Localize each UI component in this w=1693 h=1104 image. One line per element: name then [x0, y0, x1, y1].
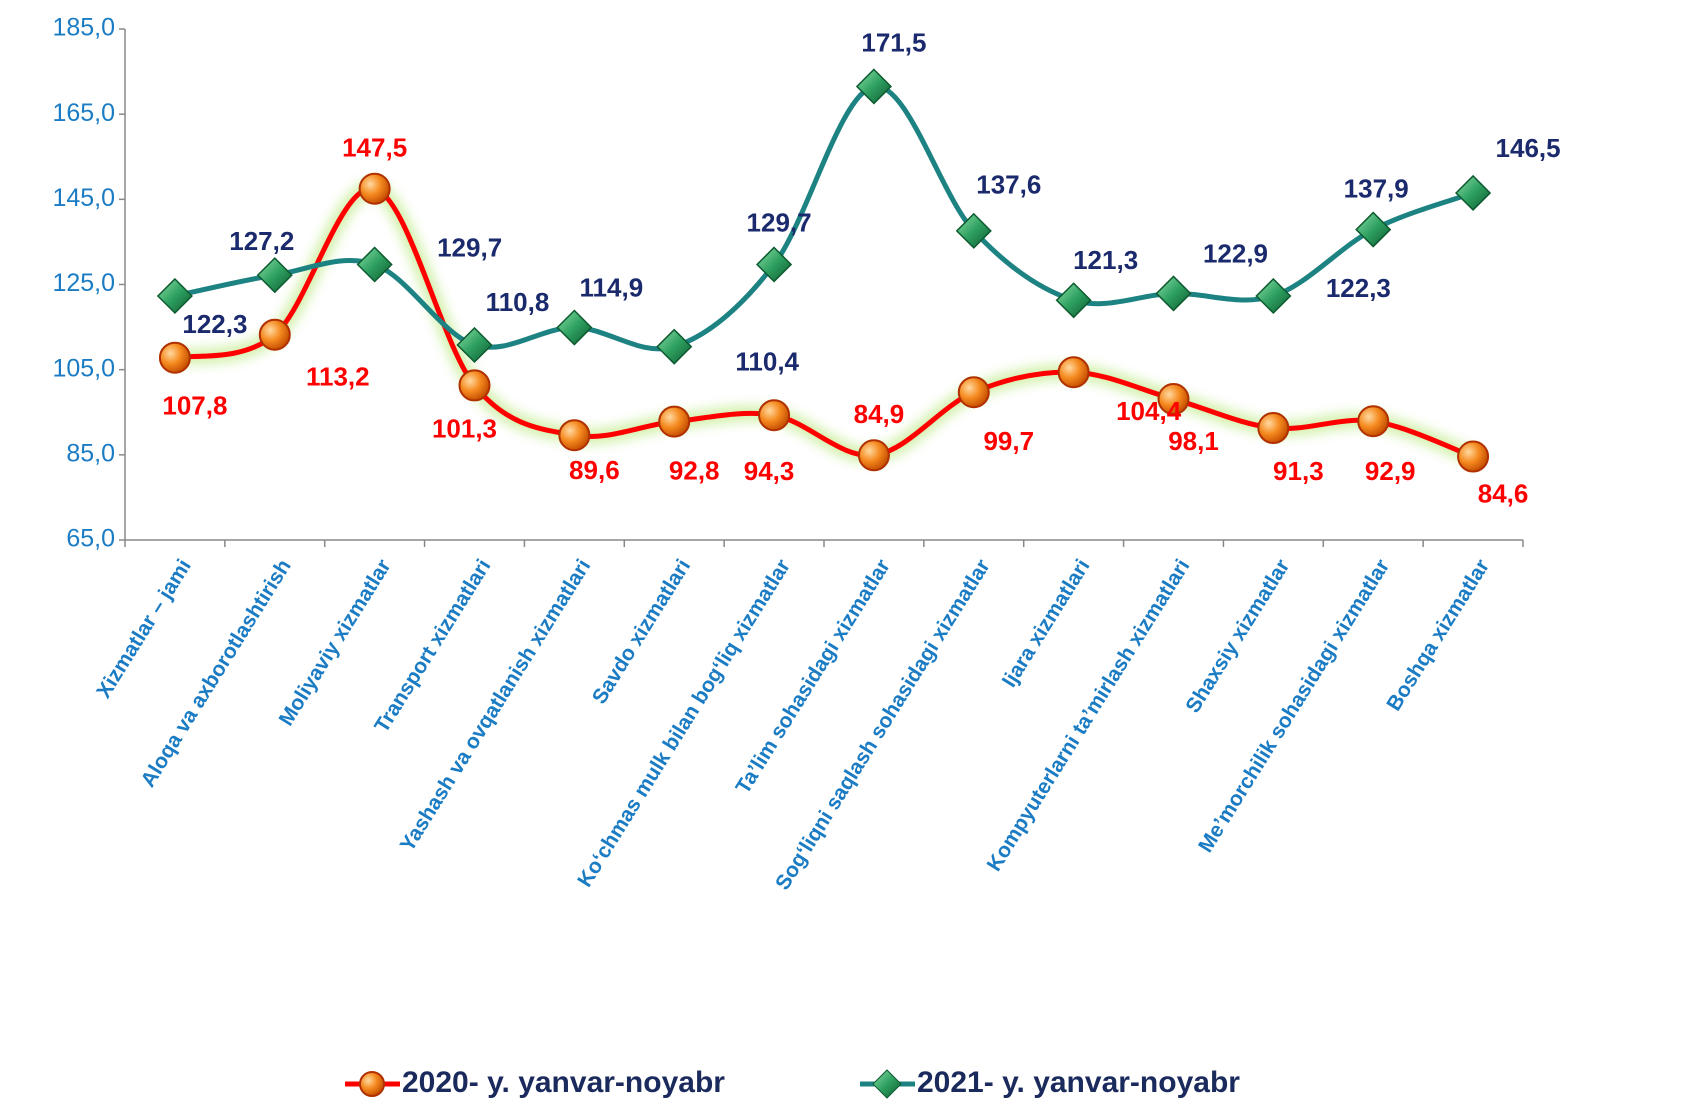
data-label: 146,5 — [1496, 133, 1561, 163]
x-tick-label: Transport xizmatlari — [370, 555, 495, 736]
y-tick-label: 125,0 — [52, 269, 115, 297]
x-tick-label: Moliyaviy xizmatlar — [275, 555, 396, 730]
data-label: 122,3 — [182, 309, 247, 339]
data-label: 147,5 — [342, 133, 407, 163]
marker — [356, 246, 393, 283]
data-label: 121,3 — [1073, 245, 1138, 275]
data-label: 127,2 — [229, 226, 294, 256]
data-label: 94,3 — [744, 456, 795, 486]
marker — [1155, 275, 1192, 312]
x-tick-label: Me’morchilik sohasidagi xizmatlar — [1194, 555, 1394, 856]
marker — [857, 439, 890, 472]
data-label: 91,3 — [1273, 456, 1324, 486]
y-tick-label: 105,0 — [52, 354, 115, 382]
x-tick-label: Shaxsiy xizmatlar — [1181, 555, 1294, 717]
data-label: 92,8 — [669, 455, 720, 485]
data-label: 113,2 — [306, 362, 370, 392]
y-tick-label: 165,0 — [52, 99, 115, 127]
marker — [1157, 383, 1190, 416]
data-label: 99,7 — [983, 426, 1034, 456]
y-tick-label: 65,0 — [66, 525, 115, 553]
marker — [756, 246, 793, 283]
series-line — [174, 83, 1474, 352]
y-tick-label: 145,0 — [52, 184, 115, 212]
legend-label: 2021- y. yanvar-noyabr — [917, 1066, 1240, 1099]
marker — [358, 172, 391, 205]
marker — [158, 341, 191, 374]
marker — [957, 376, 990, 409]
marker — [458, 369, 491, 402]
y-tick-label: 85,0 — [66, 439, 115, 467]
marker — [558, 419, 591, 452]
marker — [156, 277, 193, 315]
data-label: 92,9 — [1365, 456, 1416, 486]
legend-label: 2020- y. yanvar-noyabr — [402, 1066, 725, 1099]
data-label: 84,6 — [1478, 478, 1529, 508]
legend-marker — [359, 1071, 385, 1097]
x-tick-label: Savdo xizmatlari — [588, 555, 695, 708]
marker — [456, 326, 493, 364]
data-label: 110,8 — [486, 287, 550, 317]
data-label: 110,4 — [735, 347, 799, 377]
x-tick-label: Ijara xizmatlari — [998, 555, 1095, 691]
data-label: 129,7 — [747, 207, 812, 237]
marker — [1457, 440, 1490, 473]
marker — [955, 212, 992, 249]
marker — [1357, 405, 1390, 438]
data-label: 104,4 — [1116, 396, 1182, 426]
marker — [258, 318, 291, 351]
marker — [1255, 277, 1292, 315]
x-tick-label: Boshqa xizmatlar — [1382, 555, 1494, 715]
marker — [1257, 412, 1290, 445]
x-tick-label: Yashash va ovqatlanish xizmatlari — [396, 555, 595, 855]
marker — [256, 257, 293, 294]
x-tick-label: Kompyuterlarni ta’mirlash xizmatlari — [983, 555, 1195, 875]
x-tick-label: Ko‘chmas mulk bilan bog‘liq xizmatlar — [573, 555, 795, 891]
legend-marker — [872, 1069, 902, 1099]
data-label: 114,9 — [580, 272, 644, 302]
marker — [1055, 282, 1092, 319]
marker — [1057, 356, 1090, 389]
marker — [855, 68, 892, 105]
data-label: 137,9 — [1344, 173, 1409, 203]
y-tick-label: 185,0 — [52, 14, 115, 42]
data-label: 84,9 — [854, 399, 905, 429]
data-label: 122,3 — [1326, 273, 1391, 303]
x-tick-label: Sog‘liqni saqlash sohasidagi xizmatlar — [771, 555, 995, 894]
data-label: 101,3 — [432, 413, 497, 443]
data-label: 122,9 — [1203, 238, 1268, 268]
marker — [758, 399, 791, 432]
marker — [656, 328, 693, 365]
data-label: 129,7 — [437, 232, 502, 262]
marker — [556, 309, 593, 346]
data-label: 137,6 — [976, 170, 1041, 200]
marker — [1455, 174, 1492, 212]
data-label: 107,8 — [162, 391, 227, 421]
marker — [1355, 211, 1392, 248]
data-label: 98,1 — [1168, 426, 1219, 456]
marker — [658, 405, 691, 438]
data-label: 171,5 — [861, 27, 926, 57]
data-label: 89,6 — [569, 455, 620, 485]
x-tick-label: Xizmatlar – jami — [92, 555, 196, 702]
